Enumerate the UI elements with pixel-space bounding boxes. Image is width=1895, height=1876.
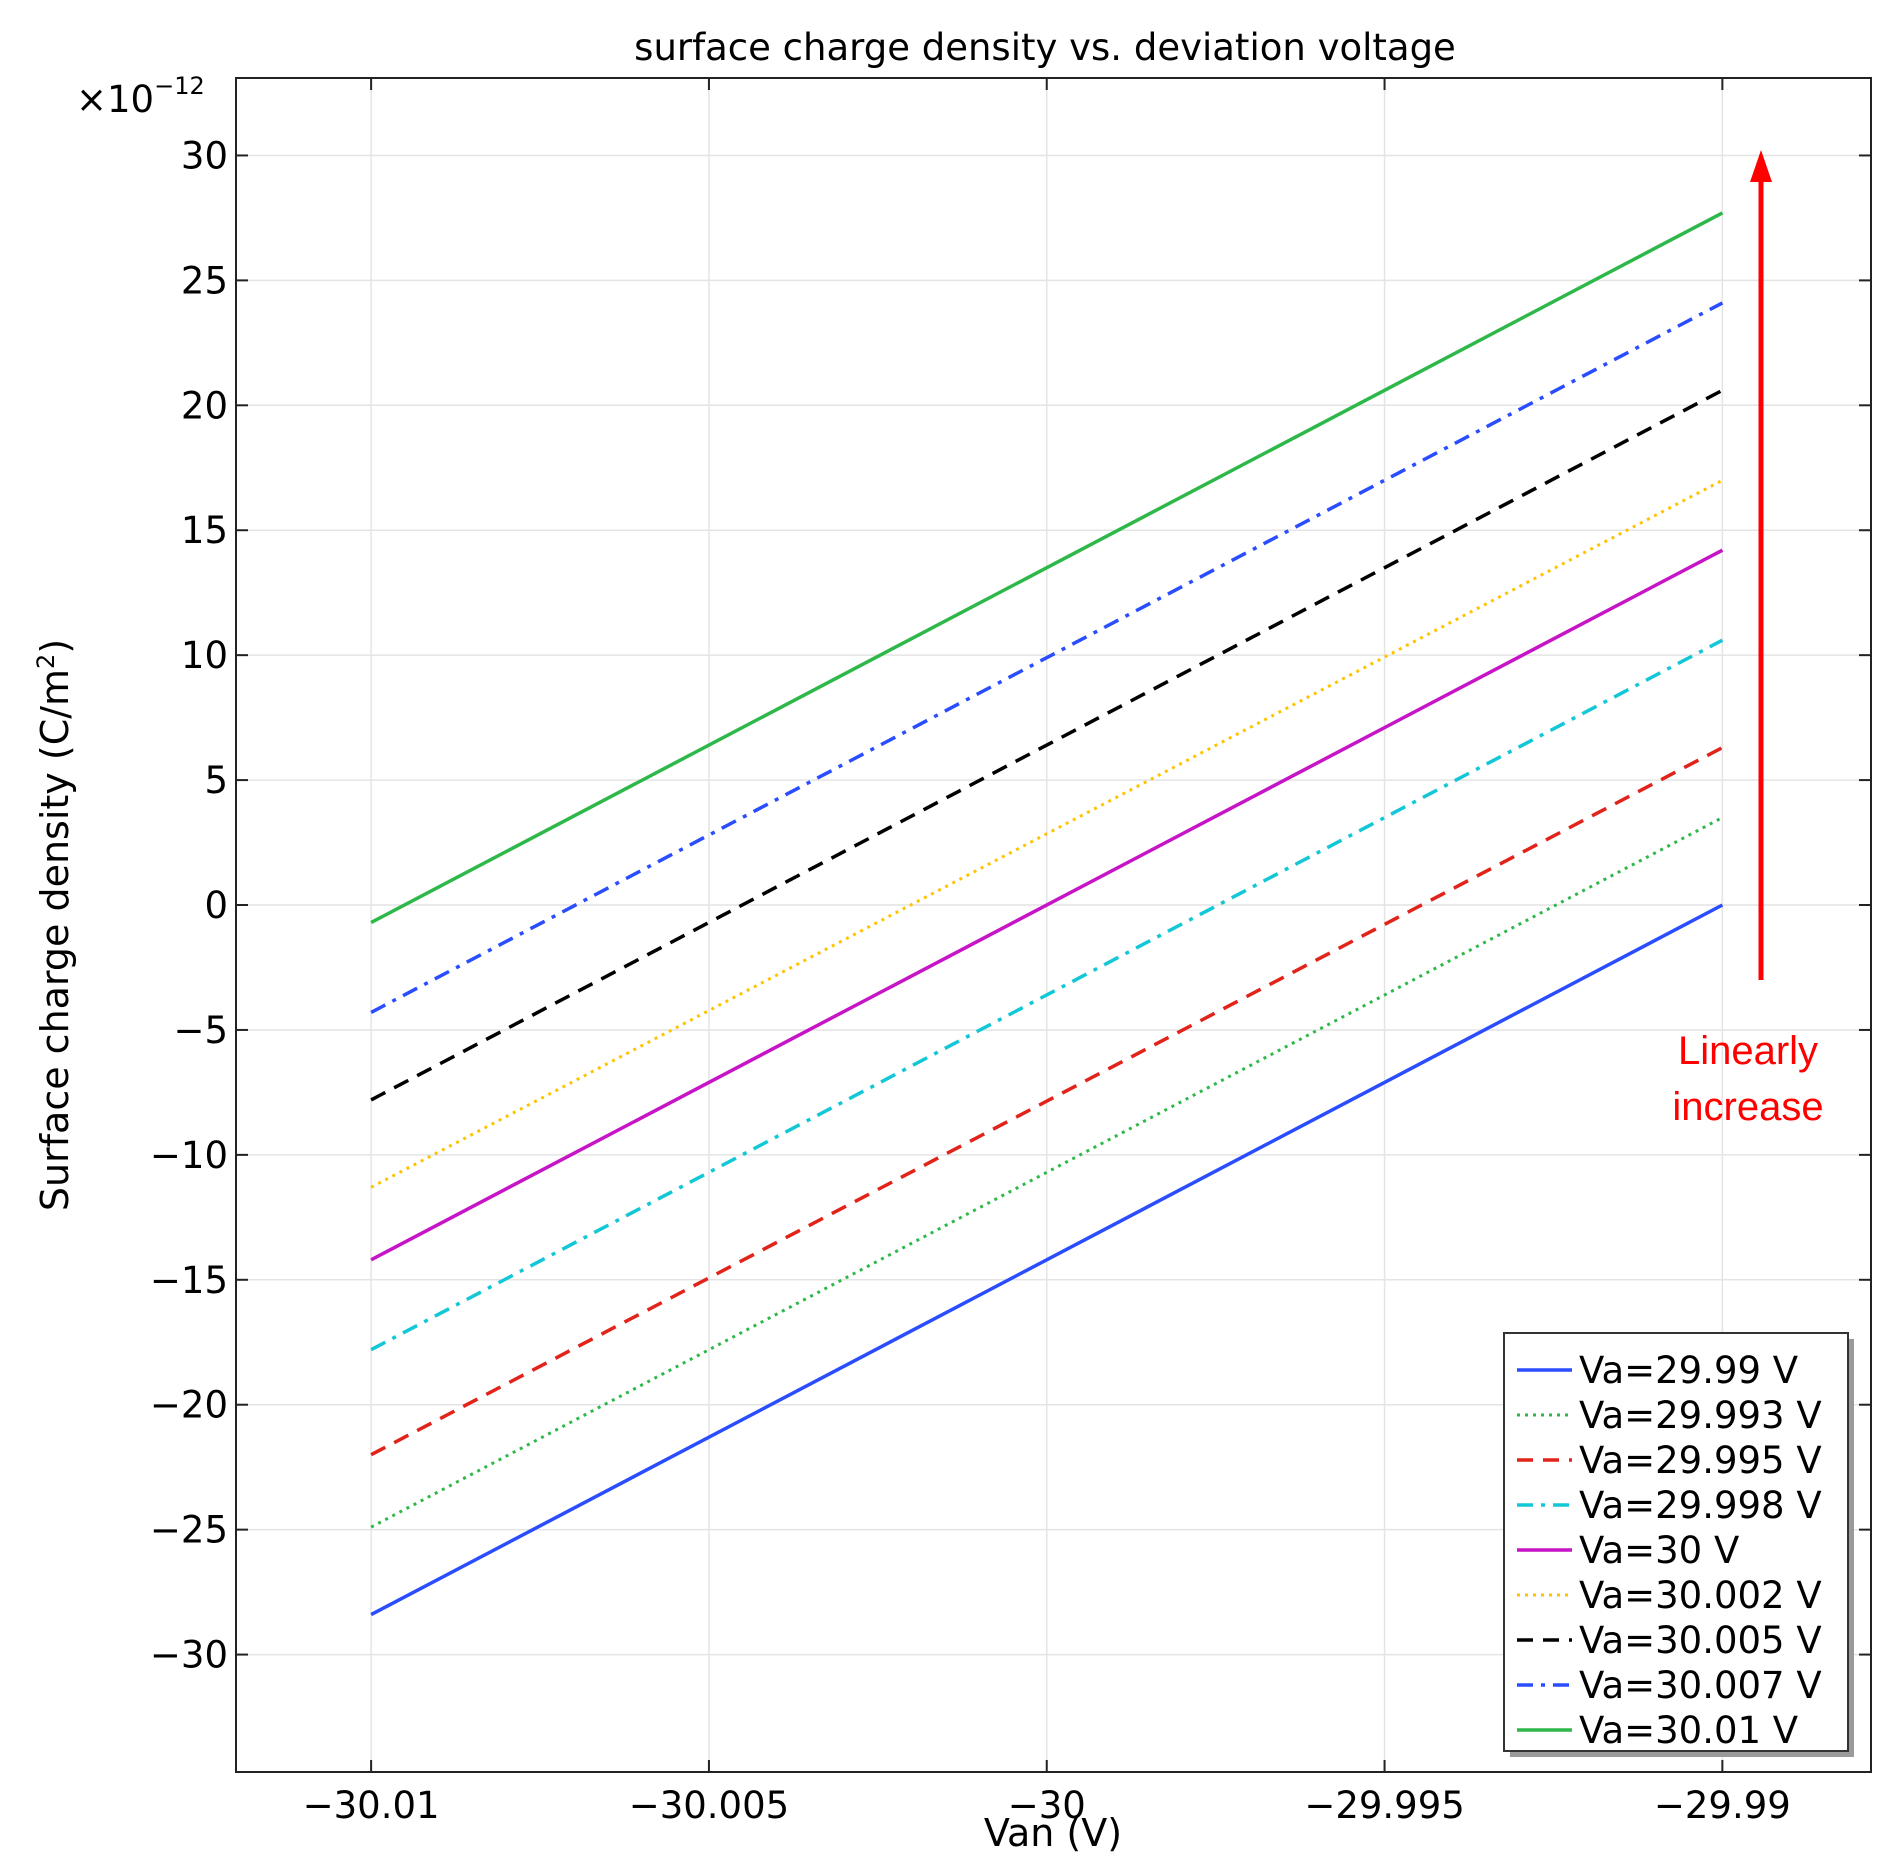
increase-arrow-head bbox=[1750, 150, 1772, 182]
legend-label: Va=30.005 V bbox=[1579, 1619, 1822, 1662]
series-line bbox=[370, 478, 1724, 1189]
grid-lines bbox=[236, 78, 1871, 1772]
y-tick-label: 10 bbox=[181, 634, 228, 677]
y-tick-label: −15 bbox=[150, 1259, 228, 1302]
series-line bbox=[370, 548, 1724, 1262]
y-tick-label: 5 bbox=[204, 759, 228, 802]
series-line bbox=[370, 638, 1724, 1352]
series-lines bbox=[370, 211, 1724, 1617]
y-tick-label: −30 bbox=[150, 1634, 228, 1677]
series-line bbox=[370, 746, 1724, 1457]
axis-ticks: −30.01 −30.005 −30 −29.995 −29.99 30 25 20 15 10 5… bbox=[150, 78, 1871, 1827]
legend-label: Va=29.998 V bbox=[1579, 1484, 1822, 1527]
annotation-line-2: increase bbox=[1672, 1085, 1823, 1129]
legend-label: Va=29.99 V bbox=[1579, 1349, 1798, 1392]
y-tick-label: 25 bbox=[181, 259, 228, 302]
y-tick-label: 20 bbox=[181, 384, 228, 427]
y-tick-label: 0 bbox=[204, 884, 228, 927]
y-axis-label-sup: 2 bbox=[32, 654, 60, 669]
y-multiplier: ×10−12 bbox=[76, 72, 205, 121]
y-tick-label: −25 bbox=[150, 1509, 228, 1552]
y-tick-label: −5 bbox=[173, 1009, 228, 1052]
y-tick-label: 15 bbox=[181, 509, 228, 552]
series-line bbox=[370, 903, 1724, 1617]
x-axis-label: Van (V) bbox=[984, 1811, 1122, 1855]
y-tick-label: −20 bbox=[150, 1384, 228, 1427]
y-axis-label-end: ) bbox=[33, 639, 77, 654]
x-tick-label: −29.99 bbox=[1654, 1784, 1791, 1827]
legend-label: Va=30.002 V bbox=[1579, 1574, 1822, 1617]
x-tick-label: −30.005 bbox=[629, 1784, 789, 1827]
y-tick-label: 30 bbox=[181, 134, 228, 177]
x-tick-label: −30 bbox=[1008, 1784, 1086, 1827]
annotation: Linearly increase bbox=[1672, 150, 1824, 1129]
y-axis-label: Surface charge density (C/m2) bbox=[32, 639, 77, 1211]
y-tick-label: −10 bbox=[150, 1134, 228, 1177]
chart-title: surface charge density vs. deviation vol… bbox=[634, 26, 1456, 69]
series-line bbox=[370, 211, 1724, 925]
legend-entries: Va=29.99 VVa=29.993 VVa=29.995 VVa=29.99… bbox=[1517, 1349, 1822, 1752]
legend: Va=29.99 VVa=29.993 VVa=29.995 VVa=29.99… bbox=[1503, 1332, 1854, 1757]
legend-label: Va=29.995 V bbox=[1579, 1439, 1822, 1482]
legend-label: Va=29.993 V bbox=[1579, 1394, 1822, 1437]
y-axis-label-main: Surface charge density (C/m bbox=[33, 669, 77, 1211]
legend-label: Va=30 V bbox=[1579, 1529, 1739, 1572]
y-multiplier-exp: −12 bbox=[154, 72, 205, 100]
legend-label: Va=30.01 V bbox=[1579, 1709, 1798, 1752]
y-multiplier-base: ×10 bbox=[76, 78, 154, 121]
legend-box bbox=[1503, 1332, 1849, 1752]
series-line bbox=[370, 388, 1724, 1102]
plot-frame bbox=[235, 77, 1872, 1773]
legend-label: Va=30.007 V bbox=[1579, 1664, 1822, 1707]
series-line bbox=[370, 301, 1724, 1014]
x-tick-label: −30.01 bbox=[303, 1784, 440, 1827]
x-tick-label: −29.995 bbox=[1304, 1784, 1464, 1827]
annotation-line-1: Linearly bbox=[1678, 1029, 1818, 1073]
